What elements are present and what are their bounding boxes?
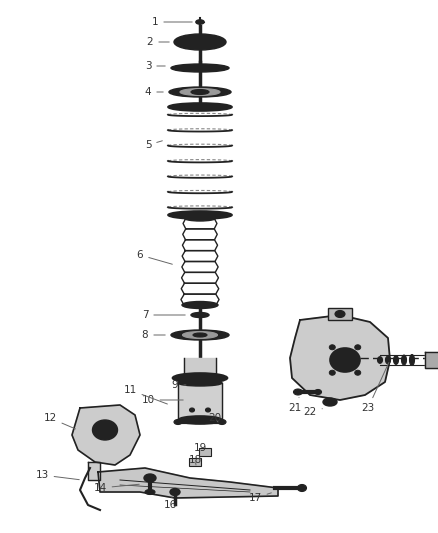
Ellipse shape — [168, 103, 232, 111]
Ellipse shape — [180, 88, 220, 95]
Ellipse shape — [194, 39, 206, 44]
Ellipse shape — [144, 474, 156, 482]
Ellipse shape — [171, 64, 229, 72]
Ellipse shape — [355, 370, 361, 375]
Ellipse shape — [98, 424, 112, 435]
Ellipse shape — [173, 373, 227, 383]
Polygon shape — [425, 352, 438, 368]
Text: 13: 13 — [35, 470, 79, 480]
Ellipse shape — [329, 370, 335, 375]
Bar — [328, 308, 352, 320]
Text: 8: 8 — [141, 330, 165, 340]
Text: 20: 20 — [208, 413, 222, 423]
Ellipse shape — [378, 357, 382, 364]
Ellipse shape — [196, 313, 204, 317]
Text: 21: 21 — [288, 398, 302, 413]
Ellipse shape — [218, 419, 226, 424]
Ellipse shape — [170, 489, 180, 496]
Bar — [199, 448, 211, 456]
Ellipse shape — [293, 389, 303, 395]
Text: 4: 4 — [145, 87, 163, 97]
Ellipse shape — [185, 37, 215, 46]
Ellipse shape — [323, 398, 337, 406]
Text: 5: 5 — [145, 140, 162, 150]
Ellipse shape — [314, 390, 321, 394]
Text: 22: 22 — [304, 407, 322, 417]
Ellipse shape — [174, 419, 182, 424]
Ellipse shape — [145, 489, 155, 495]
Polygon shape — [290, 315, 390, 400]
Polygon shape — [72, 405, 140, 465]
Text: 10: 10 — [141, 395, 183, 405]
Ellipse shape — [393, 356, 399, 365]
Polygon shape — [88, 462, 100, 480]
Ellipse shape — [196, 20, 204, 24]
Text: 2: 2 — [147, 37, 169, 47]
Ellipse shape — [178, 416, 222, 424]
Ellipse shape — [410, 354, 414, 366]
Ellipse shape — [335, 311, 345, 318]
Text: 6: 6 — [137, 250, 172, 264]
Text: 1: 1 — [152, 17, 192, 27]
Ellipse shape — [191, 312, 209, 318]
Ellipse shape — [190, 66, 210, 70]
Ellipse shape — [337, 353, 353, 367]
Ellipse shape — [385, 356, 391, 364]
Text: 19: 19 — [193, 443, 207, 460]
Text: 7: 7 — [141, 310, 185, 320]
Ellipse shape — [330, 348, 360, 372]
Ellipse shape — [92, 420, 117, 440]
Polygon shape — [98, 468, 278, 498]
Ellipse shape — [355, 345, 361, 350]
Ellipse shape — [168, 211, 232, 219]
Ellipse shape — [329, 345, 335, 350]
Ellipse shape — [183, 332, 218, 338]
Ellipse shape — [402, 355, 406, 365]
Text: 17: 17 — [248, 493, 272, 503]
Ellipse shape — [174, 34, 226, 50]
Ellipse shape — [171, 330, 229, 340]
Ellipse shape — [205, 408, 211, 412]
Text: 12: 12 — [43, 413, 75, 429]
Text: 9: 9 — [172, 380, 186, 390]
Ellipse shape — [178, 380, 222, 386]
Ellipse shape — [191, 90, 209, 94]
Text: 18: 18 — [188, 455, 201, 465]
Text: 11: 11 — [124, 385, 167, 404]
Ellipse shape — [193, 333, 207, 337]
Ellipse shape — [169, 87, 231, 97]
Ellipse shape — [297, 484, 307, 491]
Ellipse shape — [182, 302, 218, 309]
Text: 14: 14 — [93, 483, 139, 493]
Ellipse shape — [184, 215, 216, 221]
Ellipse shape — [190, 408, 194, 412]
Bar — [189, 458, 201, 466]
Text: 23: 23 — [361, 362, 389, 413]
Text: 3: 3 — [145, 61, 165, 71]
Text: 16: 16 — [163, 497, 177, 510]
